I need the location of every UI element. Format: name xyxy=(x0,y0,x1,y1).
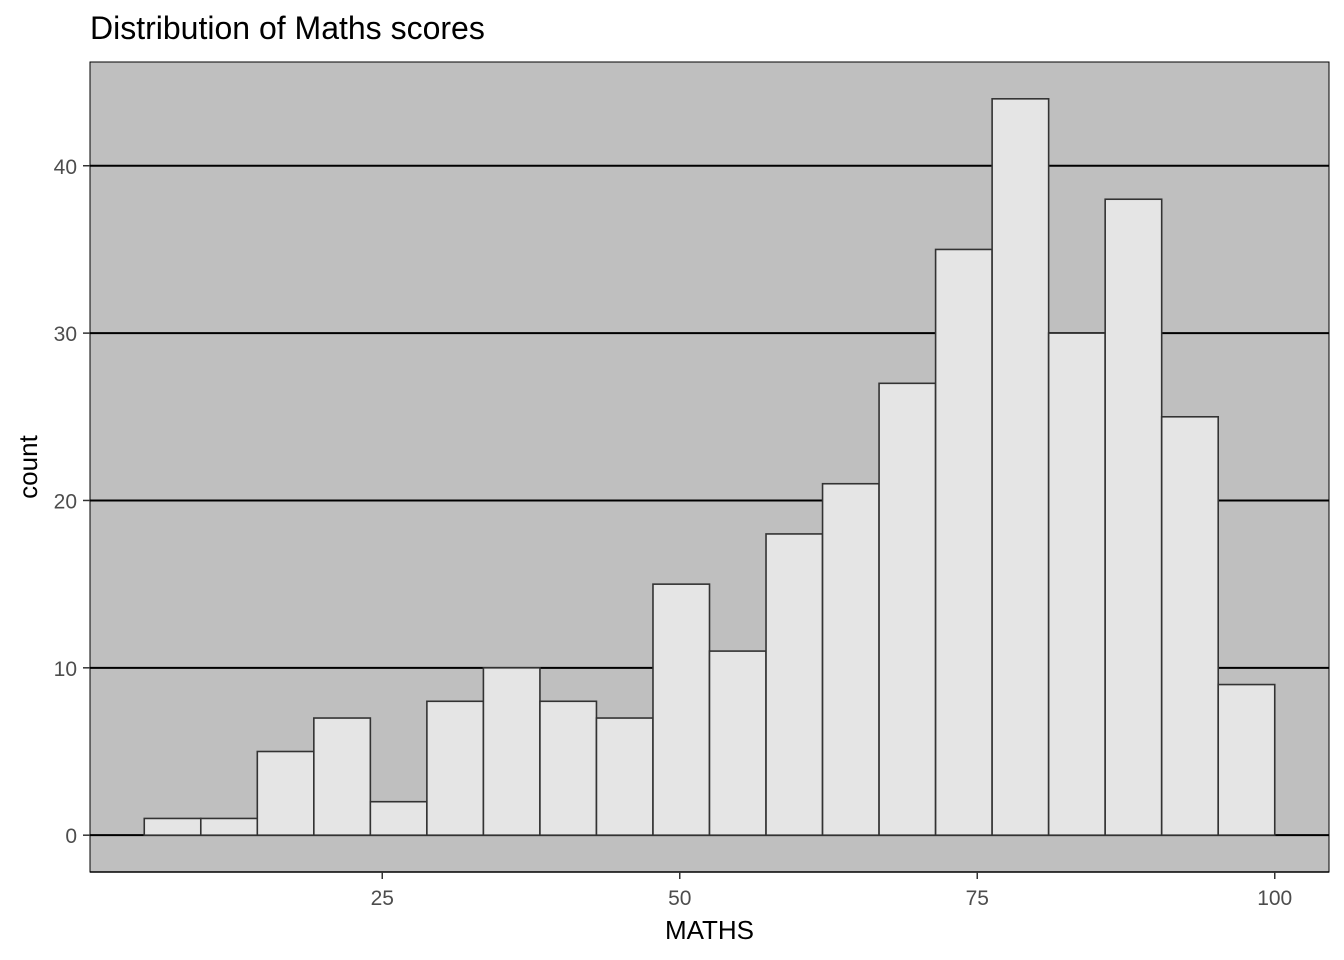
histogram-bars xyxy=(143,98,1276,836)
histogram-bar-19 xyxy=(1160,415,1220,836)
y-tick-label-0: 0 xyxy=(65,825,77,848)
histogram-bar-7 xyxy=(482,667,541,836)
y-axis-ticks: 0 10 20 30 40 xyxy=(54,156,90,848)
histogram-bar-15 xyxy=(934,248,993,836)
x-axis-ticks: 25 50 75 100 xyxy=(371,872,1292,910)
chart-title: Distribution of Maths scores xyxy=(90,10,485,46)
histogram-bar-17 xyxy=(1047,332,1106,836)
y-tick-label-30: 30 xyxy=(54,323,77,346)
histogram-bar-11 xyxy=(708,650,767,836)
histogram-bar-4 xyxy=(313,717,372,836)
histogram-bar-14 xyxy=(878,382,937,836)
histogram-bar-5 xyxy=(369,800,428,836)
histogram-bar-16 xyxy=(991,98,1050,836)
histogram-bar-3 xyxy=(256,750,315,836)
histogram-bar-2 xyxy=(199,817,259,836)
x-tick-label-50: 50 xyxy=(668,887,691,910)
histogram-bar-8 xyxy=(539,700,598,836)
histogram-bar-13 xyxy=(821,482,880,836)
y-tick-label-40: 40 xyxy=(54,156,77,179)
x-tick-label-100: 100 xyxy=(1257,887,1292,910)
y-axis-title: count xyxy=(13,434,43,498)
y-tick-label-10: 10 xyxy=(54,658,77,681)
x-axis-title: MATHS xyxy=(665,915,754,945)
histogram-bar-9 xyxy=(595,717,654,836)
histogram-bar-18 xyxy=(1104,198,1163,836)
histogram-bar-20 xyxy=(1217,683,1276,836)
x-tick-label-25: 25 xyxy=(371,887,394,910)
histogram-bar-6 xyxy=(426,700,485,836)
y-tick-label-20: 20 xyxy=(54,490,77,513)
histogram-bar-1 xyxy=(143,817,202,836)
histogram-bar-12 xyxy=(765,533,824,836)
histogram-bar-10 xyxy=(652,583,711,836)
x-tick-label-75: 75 xyxy=(966,887,989,910)
